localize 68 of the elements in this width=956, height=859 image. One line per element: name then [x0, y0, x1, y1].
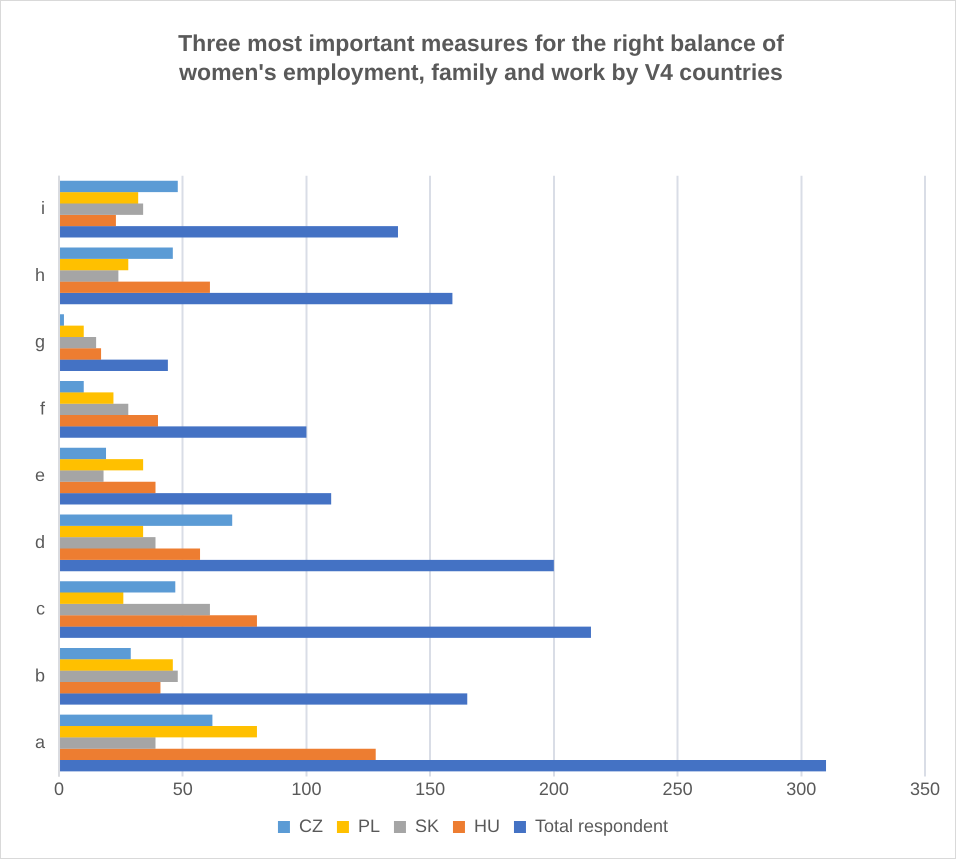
legend-label: SK [414, 816, 439, 836]
bar [60, 760, 826, 772]
bar [60, 282, 210, 293]
bar [60, 348, 102, 360]
y-tick-label: i [41, 198, 46, 218]
bar [60, 726, 257, 738]
bar [60, 203, 144, 215]
bar [60, 737, 156, 749]
x-tick-label: 350 [910, 779, 940, 800]
legend-label: HU [474, 816, 500, 836]
legend-label: Total respondent [534, 816, 668, 836]
bar [60, 448, 106, 460]
bar [60, 493, 332, 504]
bar [60, 526, 144, 538]
x-tick-label: 200 [538, 779, 569, 800]
bar [60, 292, 452, 304]
legend-label: PL [358, 816, 380, 836]
bar [60, 336, 96, 348]
bar [60, 748, 376, 760]
bar [60, 604, 210, 616]
bar [60, 180, 178, 192]
bar [60, 360, 168, 371]
bar [60, 226, 398, 238]
bar [60, 415, 158, 426]
bar [60, 537, 156, 549]
bar [60, 714, 212, 726]
x-tick-label: 50 [172, 779, 193, 800]
y-tick-label: d [34, 532, 46, 552]
bar [60, 560, 554, 572]
y-tick-label: e [34, 465, 46, 486]
bar [60, 258, 128, 270]
bar [60, 482, 156, 494]
bar [60, 459, 144, 470]
chart-title: Three most important measures for the right balance of women's employment, family and work by V4 countries [177, 29, 785, 87]
bar [60, 270, 118, 282]
bar [60, 314, 64, 326]
y-tick-label: g [34, 332, 46, 352]
bar [60, 326, 84, 337]
bar [60, 659, 173, 671]
y-tick-label: f [40, 398, 46, 418]
bar [60, 615, 257, 627]
bar [60, 470, 104, 482]
y-tick-label: a [34, 732, 46, 752]
bar [60, 581, 176, 593]
legend-label: CZ [298, 816, 323, 836]
bar [60, 214, 116, 226]
bar [60, 381, 84, 392]
bar [60, 693, 468, 705]
bar [60, 514, 232, 526]
bar [60, 548, 200, 560]
y-tick-label: b [34, 665, 46, 686]
x-tick-label: 150 [415, 779, 446, 800]
bar [60, 682, 160, 694]
bar [60, 670, 178, 682]
bar [60, 392, 114, 404]
x-tick-label: 250 [662, 779, 693, 800]
bar [60, 248, 173, 259]
x-tick-label: 100 [291, 779, 322, 800]
x-tick-label: 300 [786, 779, 816, 800]
bar [60, 648, 131, 660]
bar [60, 592, 124, 604]
x-tick-label: 0 [54, 779, 64, 800]
y-tick-label: h [34, 264, 46, 285]
y-tick-label: c [36, 598, 46, 619]
bar [60, 404, 128, 416]
bar [60, 426, 306, 438]
bar [60, 626, 591, 638]
bar [60, 192, 138, 204]
